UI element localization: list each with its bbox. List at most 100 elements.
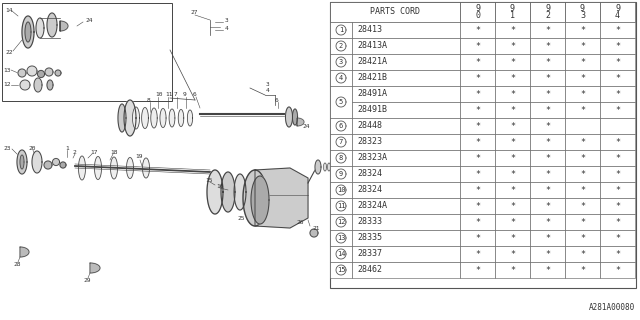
Text: 4: 4 xyxy=(225,26,228,30)
Text: 2: 2 xyxy=(72,149,76,155)
Bar xyxy=(565,182,600,198)
Bar xyxy=(352,134,460,150)
Polygon shape xyxy=(60,21,68,31)
Polygon shape xyxy=(335,163,339,171)
Text: 11: 11 xyxy=(165,92,173,98)
Bar xyxy=(530,134,565,150)
Text: *: * xyxy=(580,250,585,259)
Polygon shape xyxy=(188,110,193,126)
Text: *: * xyxy=(580,154,585,163)
Text: *: * xyxy=(510,122,515,131)
Bar xyxy=(330,54,352,70)
Bar xyxy=(460,54,495,70)
Bar xyxy=(352,166,460,182)
Bar xyxy=(352,70,460,86)
Text: 14: 14 xyxy=(5,9,13,13)
Bar xyxy=(565,198,600,214)
Text: *: * xyxy=(475,42,480,51)
Text: *: * xyxy=(545,266,550,275)
Text: 12: 12 xyxy=(3,83,10,87)
Text: *: * xyxy=(510,202,515,211)
Text: 28413: 28413 xyxy=(357,26,382,35)
Polygon shape xyxy=(336,25,346,35)
Polygon shape xyxy=(20,80,30,90)
Text: 28491A: 28491A xyxy=(357,90,387,99)
Text: *: * xyxy=(475,170,480,179)
Bar xyxy=(495,214,530,230)
Text: 9
1: 9 1 xyxy=(510,4,515,20)
Bar xyxy=(330,70,352,86)
Text: *: * xyxy=(580,218,585,227)
Text: 27: 27 xyxy=(190,10,198,14)
Text: *: * xyxy=(615,106,620,115)
Bar xyxy=(330,86,352,118)
Bar xyxy=(330,214,352,230)
Text: A281A00080: A281A00080 xyxy=(589,303,635,312)
Text: *: * xyxy=(475,234,480,243)
Bar xyxy=(352,214,460,230)
Bar xyxy=(460,22,495,38)
Bar xyxy=(495,230,530,246)
Text: 6: 6 xyxy=(275,98,279,102)
Text: *: * xyxy=(580,106,585,115)
Text: 17: 17 xyxy=(90,149,97,155)
Polygon shape xyxy=(52,158,60,165)
Polygon shape xyxy=(328,163,330,171)
Text: *: * xyxy=(475,106,480,115)
Polygon shape xyxy=(18,69,26,77)
Text: *: * xyxy=(545,90,550,99)
Text: 28333: 28333 xyxy=(357,218,382,227)
Text: *: * xyxy=(545,186,550,195)
Polygon shape xyxy=(44,161,52,169)
Text: *: * xyxy=(580,202,585,211)
Text: 8: 8 xyxy=(339,155,343,161)
Bar xyxy=(330,262,352,278)
Bar xyxy=(352,38,460,54)
Text: *: * xyxy=(475,122,480,131)
Bar xyxy=(565,262,600,278)
Text: *: * xyxy=(510,250,515,259)
Polygon shape xyxy=(323,163,326,171)
Text: *: * xyxy=(615,250,620,259)
Bar xyxy=(600,230,635,246)
Text: *: * xyxy=(545,234,550,243)
Polygon shape xyxy=(36,18,44,38)
Text: *: * xyxy=(615,154,620,163)
Polygon shape xyxy=(336,121,346,131)
Bar xyxy=(330,134,352,150)
Bar xyxy=(600,38,635,54)
Bar xyxy=(495,102,530,118)
Text: *: * xyxy=(475,218,480,227)
Polygon shape xyxy=(160,108,166,127)
Bar xyxy=(565,166,600,182)
Polygon shape xyxy=(292,109,298,125)
Text: 7: 7 xyxy=(339,139,343,145)
Text: *: * xyxy=(615,42,620,51)
Text: *: * xyxy=(615,266,620,275)
Bar xyxy=(495,150,530,166)
Polygon shape xyxy=(79,156,86,180)
Text: *: * xyxy=(615,90,620,99)
Bar xyxy=(530,118,565,134)
Text: *: * xyxy=(580,74,585,83)
Text: 4: 4 xyxy=(339,75,343,81)
Text: 28324: 28324 xyxy=(357,186,382,195)
Bar xyxy=(330,22,352,38)
Text: *: * xyxy=(510,42,515,51)
Text: *: * xyxy=(510,186,515,195)
Text: *: * xyxy=(475,266,480,275)
Text: 28: 28 xyxy=(13,262,20,268)
Polygon shape xyxy=(336,249,346,259)
Text: 10: 10 xyxy=(155,92,163,98)
Bar xyxy=(495,22,530,38)
Polygon shape xyxy=(336,265,346,275)
Text: 26: 26 xyxy=(296,220,303,225)
Text: 25: 25 xyxy=(237,217,244,221)
Bar xyxy=(460,150,495,166)
Bar xyxy=(530,102,565,118)
Polygon shape xyxy=(179,109,184,126)
Text: *: * xyxy=(580,138,585,147)
Bar xyxy=(460,214,495,230)
Text: *: * xyxy=(545,122,550,131)
Polygon shape xyxy=(127,157,134,179)
